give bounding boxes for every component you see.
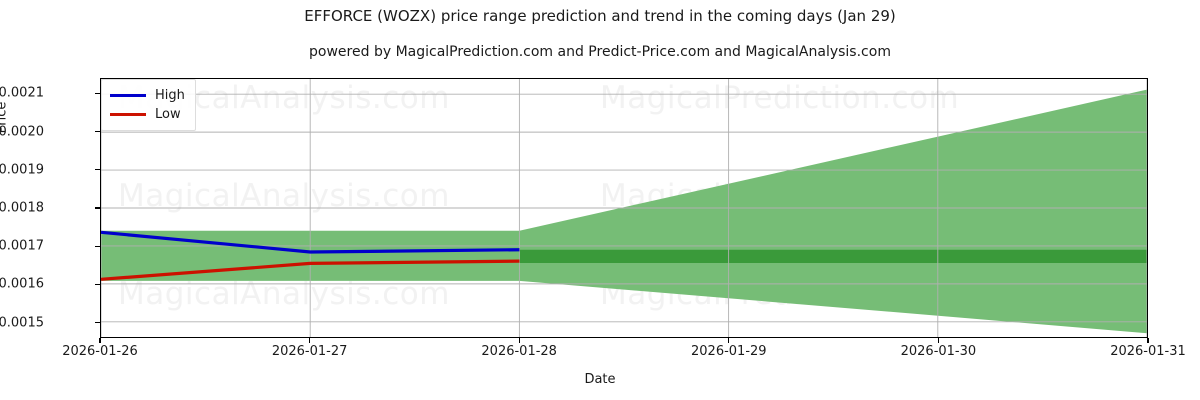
y-tick-label: 0.0021 <box>0 85 44 101</box>
x-axis-label: Date <box>584 372 616 387</box>
x-tick-label: 2026-01-27 <box>271 344 348 359</box>
x-tick-mark <box>1147 338 1149 343</box>
y-tick-label: 0.0020 <box>0 124 44 140</box>
y-tick-mark <box>95 322 100 324</box>
legend-swatch-high <box>110 94 146 97</box>
x-tick-mark <box>937 338 939 343</box>
y-tick-mark <box>95 92 100 94</box>
y-tick-label: 0.0017 <box>0 238 44 254</box>
plot-area <box>100 78 1148 338</box>
x-tick-label: 2026-01-31 <box>1110 344 1186 359</box>
y-tick-label: 0.0019 <box>0 162 44 178</box>
x-tick-label: 2026-01-26 <box>62 344 138 359</box>
x-tick-mark <box>518 338 520 343</box>
y-tick-mark <box>95 130 100 133</box>
x-tick-mark <box>309 338 311 343</box>
legend-label-low: Low <box>155 107 181 122</box>
y-tick-label: 0.0018 <box>0 200 44 216</box>
x-tick-label: 2026-01-30 <box>900 344 977 359</box>
y-tick-mark <box>95 207 100 209</box>
x-tick-mark <box>99 338 101 343</box>
chart-title: EFFORCE (WOZX) price range prediction an… <box>304 7 896 25</box>
y-tick-mark <box>95 283 100 286</box>
y-tick-mark <box>95 245 100 247</box>
x-tick-label: 2026-01-29 <box>691 344 767 359</box>
plot-canvas <box>101 79 1147 337</box>
chart-subtitle: powered by MagicalPrediction.com and Pre… <box>309 44 891 60</box>
y-tick-label: 0.0015 <box>0 315 44 331</box>
legend-item-high: High <box>110 86 185 105</box>
forecast-range-wedge <box>519 89 1147 334</box>
legend-label-high: High <box>155 88 185 103</box>
chart-legend: High Low <box>101 79 196 131</box>
series-line-low <box>101 259 520 281</box>
x-tick-mark <box>728 338 730 343</box>
x-tick-label: 2026-01-28 <box>481 344 557 359</box>
forecast-core-band <box>519 249 1147 264</box>
legend-swatch-low <box>110 113 146 116</box>
legend-item-low: Low <box>110 105 185 124</box>
y-tick-label: 0.0016 <box>0 276 44 292</box>
y-tick-mark <box>95 169 100 171</box>
series-line-high <box>101 230 520 254</box>
